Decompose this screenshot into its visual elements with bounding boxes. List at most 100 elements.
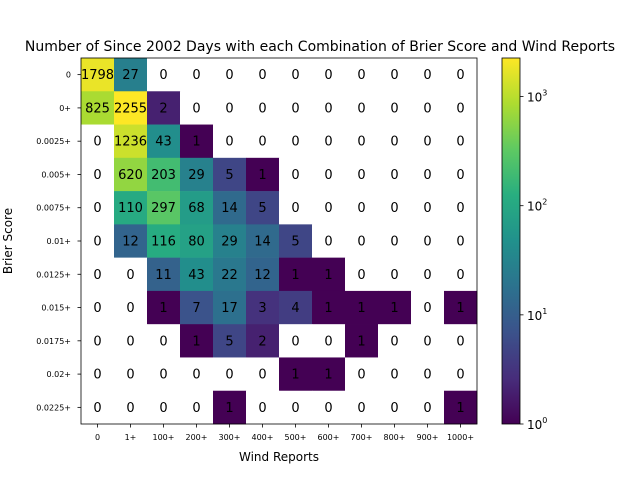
cell-value-label: 5 (258, 201, 266, 216)
cell-value-label: 0 (258, 101, 266, 116)
cell-value-label: 43 (188, 268, 205, 283)
cell-value-label: 0 (192, 368, 200, 383)
heatmap-cell (411, 290, 445, 325)
heatmap-cell (279, 157, 313, 192)
cell-value-label: 11 (155, 268, 172, 283)
cell-value-label: 27 (122, 68, 139, 83)
cell-value-label: 1 (456, 401, 464, 416)
x-tick-label: 500+ (285, 433, 307, 442)
cell-value-label: 0 (324, 235, 332, 250)
heatmap-cell (279, 290, 313, 325)
cell-value-label: 1 (225, 401, 233, 416)
heatmap-cell (444, 124, 478, 159)
cell-value-label: 7 (192, 301, 200, 316)
cell-value-label: 0 (126, 301, 134, 316)
x-tick-label: 900+ (417, 433, 439, 442)
heatmap-cell (378, 124, 412, 159)
heatmap-cell (81, 157, 115, 192)
x-tick-label: 200+ (186, 433, 208, 442)
cell-value-label: 0 (225, 135, 233, 150)
heatmap-cell (444, 324, 478, 358)
heatmap-cell (279, 357, 313, 392)
heatmap-cell (213, 157, 247, 192)
heatmap-cell (213, 390, 247, 425)
cell-value-label: 0 (357, 401, 365, 416)
heatmap-cell (378, 290, 412, 325)
cell-value-label: 0 (357, 135, 365, 150)
heatmap-cell (378, 390, 412, 425)
cell-value-label: 297 (151, 201, 176, 216)
heatmap-cell (114, 290, 148, 325)
cell-value-label: 825 (85, 101, 110, 116)
heatmap-cell (312, 357, 346, 392)
heatmap-cell (345, 324, 379, 358)
heatmap-cell (411, 91, 445, 125)
cell-value-label: 0 (390, 401, 398, 416)
cell-value-label: 0 (291, 334, 299, 349)
cell-value-label: 1 (291, 368, 299, 383)
x-tick-label: 1+ (125, 433, 137, 442)
heatmap-cell (312, 390, 346, 425)
heatmap-cell (246, 257, 280, 292)
heatmap-cell (147, 257, 181, 292)
heatmap-cell (147, 58, 181, 92)
heatmap-cell (279, 124, 313, 159)
x-tick-label: 300+ (219, 433, 241, 442)
cell-value-label: 0 (390, 235, 398, 250)
heatmap-cell (114, 257, 148, 292)
cell-value-label: 0 (93, 168, 101, 183)
colorbar-tick-label: 101 (527, 307, 547, 323)
cell-value-label: 0 (456, 168, 464, 183)
heatmap-cell (180, 124, 214, 159)
cell-value-label: 0 (390, 101, 398, 116)
heatmap-cell (114, 124, 148, 159)
cell-value-label: 0 (126, 368, 134, 383)
cell-value-label: 0 (225, 368, 233, 383)
cell-value-label: 12 (254, 268, 271, 283)
cell-value-label: 0 (258, 135, 266, 150)
cell-value-label: 14 (254, 235, 271, 250)
heatmap-cell (279, 58, 313, 92)
heatmap-cell (213, 357, 247, 392)
heatmap-cell (147, 157, 181, 192)
cell-value-label: 0 (456, 334, 464, 349)
cell-value-label: 0 (456, 201, 464, 216)
cell-value-label: 0 (93, 301, 101, 316)
heatmap-cell (444, 191, 478, 225)
heatmap-cell (378, 224, 412, 258)
cell-value-label: 0 (126, 268, 134, 283)
cell-value-label: 0 (423, 68, 431, 83)
x-tick-label: 600+ (318, 433, 340, 442)
heatmap-cell (378, 357, 412, 392)
heatmap-cell (411, 124, 445, 159)
heatmap-cell (180, 191, 214, 225)
cell-value-label: 0 (357, 368, 365, 383)
heatmap-cell (279, 257, 313, 292)
colorbar-gradient (501, 57, 521, 425)
cell-value-label: 1 (357, 334, 365, 349)
heatmap-cell (213, 58, 247, 92)
cell-value-label: 0 (423, 301, 431, 316)
heatmap-cell (444, 390, 478, 425)
y-tick-label: 0.0125+ (36, 270, 71, 279)
heatmap-cell (213, 290, 247, 325)
heatmap-cell (378, 324, 412, 358)
heatmap-cell (345, 124, 379, 159)
heatmap-cell (411, 390, 445, 425)
cell-value-label: 0 (423, 168, 431, 183)
heatmap-cell (345, 257, 379, 292)
cell-value-label: 2 (159, 101, 167, 116)
cell-value-label: 1 (291, 268, 299, 283)
heatmap-cell (180, 58, 214, 92)
heatmap-cell (411, 58, 445, 92)
cell-value-label: 0 (423, 268, 431, 283)
cell-value-label: 1 (258, 168, 266, 183)
cell-value-label: 0 (357, 235, 365, 250)
colorbar-tick-label: 100 (527, 416, 547, 432)
heatmap-cell (279, 224, 313, 258)
heatmap-cell (246, 357, 280, 392)
heatmap-cell (246, 157, 280, 192)
cell-value-label: 0 (390, 368, 398, 383)
cell-value-label: 1 (456, 301, 464, 316)
cell-value-label: 0 (159, 368, 167, 383)
